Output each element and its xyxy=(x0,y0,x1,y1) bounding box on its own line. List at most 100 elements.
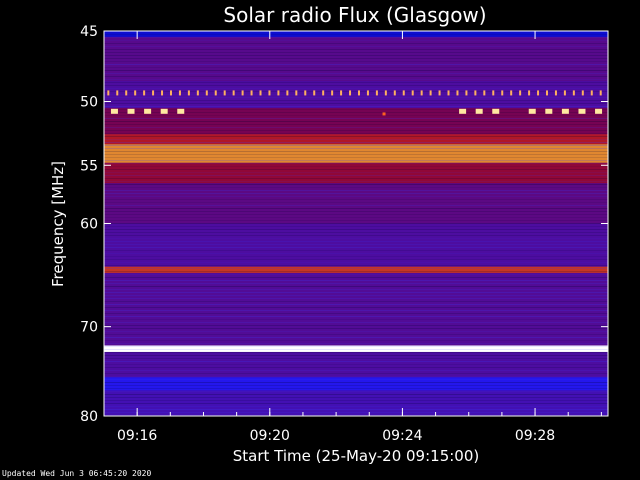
noise-stripe xyxy=(104,295,608,296)
interference-dot xyxy=(161,90,164,96)
noise-stripe xyxy=(104,235,608,236)
x-tick-label: 09:24 xyxy=(382,428,422,444)
interference-dot xyxy=(456,90,459,96)
interference-burst xyxy=(492,108,500,114)
frequency-band xyxy=(104,223,608,267)
noise-stripe xyxy=(104,268,608,269)
interference-dot xyxy=(554,90,557,96)
interference-dot xyxy=(519,90,522,96)
interference-dot xyxy=(438,90,441,96)
interference-burst xyxy=(475,108,483,114)
noise-stripe xyxy=(104,283,608,284)
noise-stripe xyxy=(104,145,608,146)
interference-dot xyxy=(483,90,486,96)
interference-dot xyxy=(474,90,477,96)
frequency-band xyxy=(104,108,608,135)
interference-dot xyxy=(590,90,593,96)
noise-stripe xyxy=(104,274,608,275)
frequency-band xyxy=(104,390,608,416)
noise-stripe xyxy=(104,178,608,179)
noise-stripe xyxy=(104,181,608,182)
noise-stripe xyxy=(104,169,608,170)
noise-stripe xyxy=(104,223,608,224)
interference-burst xyxy=(528,108,536,114)
y-axis-label: Frequency [MHz] xyxy=(49,161,67,287)
noise-stripe xyxy=(104,133,608,134)
interference-dot xyxy=(250,90,253,96)
interference-dot xyxy=(268,90,271,96)
noise-stripe xyxy=(104,307,608,308)
interference-dot xyxy=(232,90,235,96)
noise-stripe xyxy=(104,55,608,56)
noise-stripe xyxy=(104,52,608,53)
interference-burst xyxy=(127,108,135,114)
interference-dot xyxy=(143,90,146,96)
noise-stripe xyxy=(104,124,608,125)
noise-stripe xyxy=(104,397,608,398)
noise-stripe xyxy=(104,160,608,161)
interference-dot xyxy=(331,90,334,96)
y-tick-label: 55 xyxy=(80,158,98,174)
interference-dot xyxy=(528,90,531,96)
interference-dot xyxy=(510,90,513,96)
interference-dot xyxy=(447,90,450,96)
interference-dot xyxy=(340,90,343,96)
noise-stripe xyxy=(104,34,608,35)
noise-stripe xyxy=(104,115,608,116)
x-tick-label: 09:16 xyxy=(117,428,157,444)
noise-stripe xyxy=(104,331,608,332)
noise-stripe xyxy=(104,121,608,122)
interference-dot xyxy=(581,90,584,96)
noise-stripe xyxy=(104,364,608,365)
frequency-band xyxy=(104,31,608,37)
interference-dot xyxy=(196,90,199,96)
noise-stripe xyxy=(104,109,608,110)
noise-stripe xyxy=(104,265,608,266)
noise-stripe xyxy=(104,328,608,329)
noise-stripe xyxy=(104,49,608,50)
noise-stripe xyxy=(104,241,608,242)
noise-stripe xyxy=(104,412,608,413)
interference-dot xyxy=(501,90,504,96)
noise-stripe xyxy=(104,370,608,371)
interference-dot xyxy=(295,90,298,96)
noise-stripe xyxy=(104,232,608,233)
noise-stripe xyxy=(104,73,608,74)
interference-dot xyxy=(384,90,387,96)
interference-dot xyxy=(599,90,602,96)
noise-stripe xyxy=(104,361,608,362)
noise-stripe xyxy=(104,214,608,215)
noise-stripe xyxy=(104,112,608,113)
interference-dot xyxy=(107,90,110,96)
noise-stripe xyxy=(104,277,608,278)
y-tick-label: 70 xyxy=(80,320,98,336)
noise-stripe xyxy=(104,67,608,68)
interference-dot xyxy=(286,90,289,96)
y-tick-label: 50 xyxy=(80,95,98,111)
noise-stripe xyxy=(104,349,608,350)
interference-burst xyxy=(595,108,603,114)
noise-stripe xyxy=(104,319,608,320)
axis-ticks: 45 50 55 60 70 80 09:16 09:20 09:24 09:28 xyxy=(80,24,608,444)
chart-title: Solar radio Flux (Glasgow) xyxy=(223,3,486,27)
updated-timestamp: Updated Wed Jun 3 06:45:20 2020 xyxy=(2,469,152,478)
noise-stripe xyxy=(104,91,608,92)
interference-dot xyxy=(223,90,226,96)
noise-stripe xyxy=(104,199,608,200)
interference-burst xyxy=(459,108,467,114)
noise-stripe xyxy=(104,205,608,206)
interference-dot xyxy=(134,90,137,96)
noise-stripe xyxy=(104,373,608,374)
interference-dot xyxy=(465,90,468,96)
noise-stripe xyxy=(104,226,608,227)
noise-stripe xyxy=(104,127,608,128)
noise-stripe xyxy=(104,106,608,107)
plot-area xyxy=(104,31,608,416)
frequency-band xyxy=(104,144,608,163)
noise-stripe xyxy=(104,316,608,317)
noise-stripe xyxy=(104,346,608,347)
noise-stripe xyxy=(104,151,608,152)
noise-stripe xyxy=(104,262,608,263)
noise-stripe xyxy=(104,367,608,368)
